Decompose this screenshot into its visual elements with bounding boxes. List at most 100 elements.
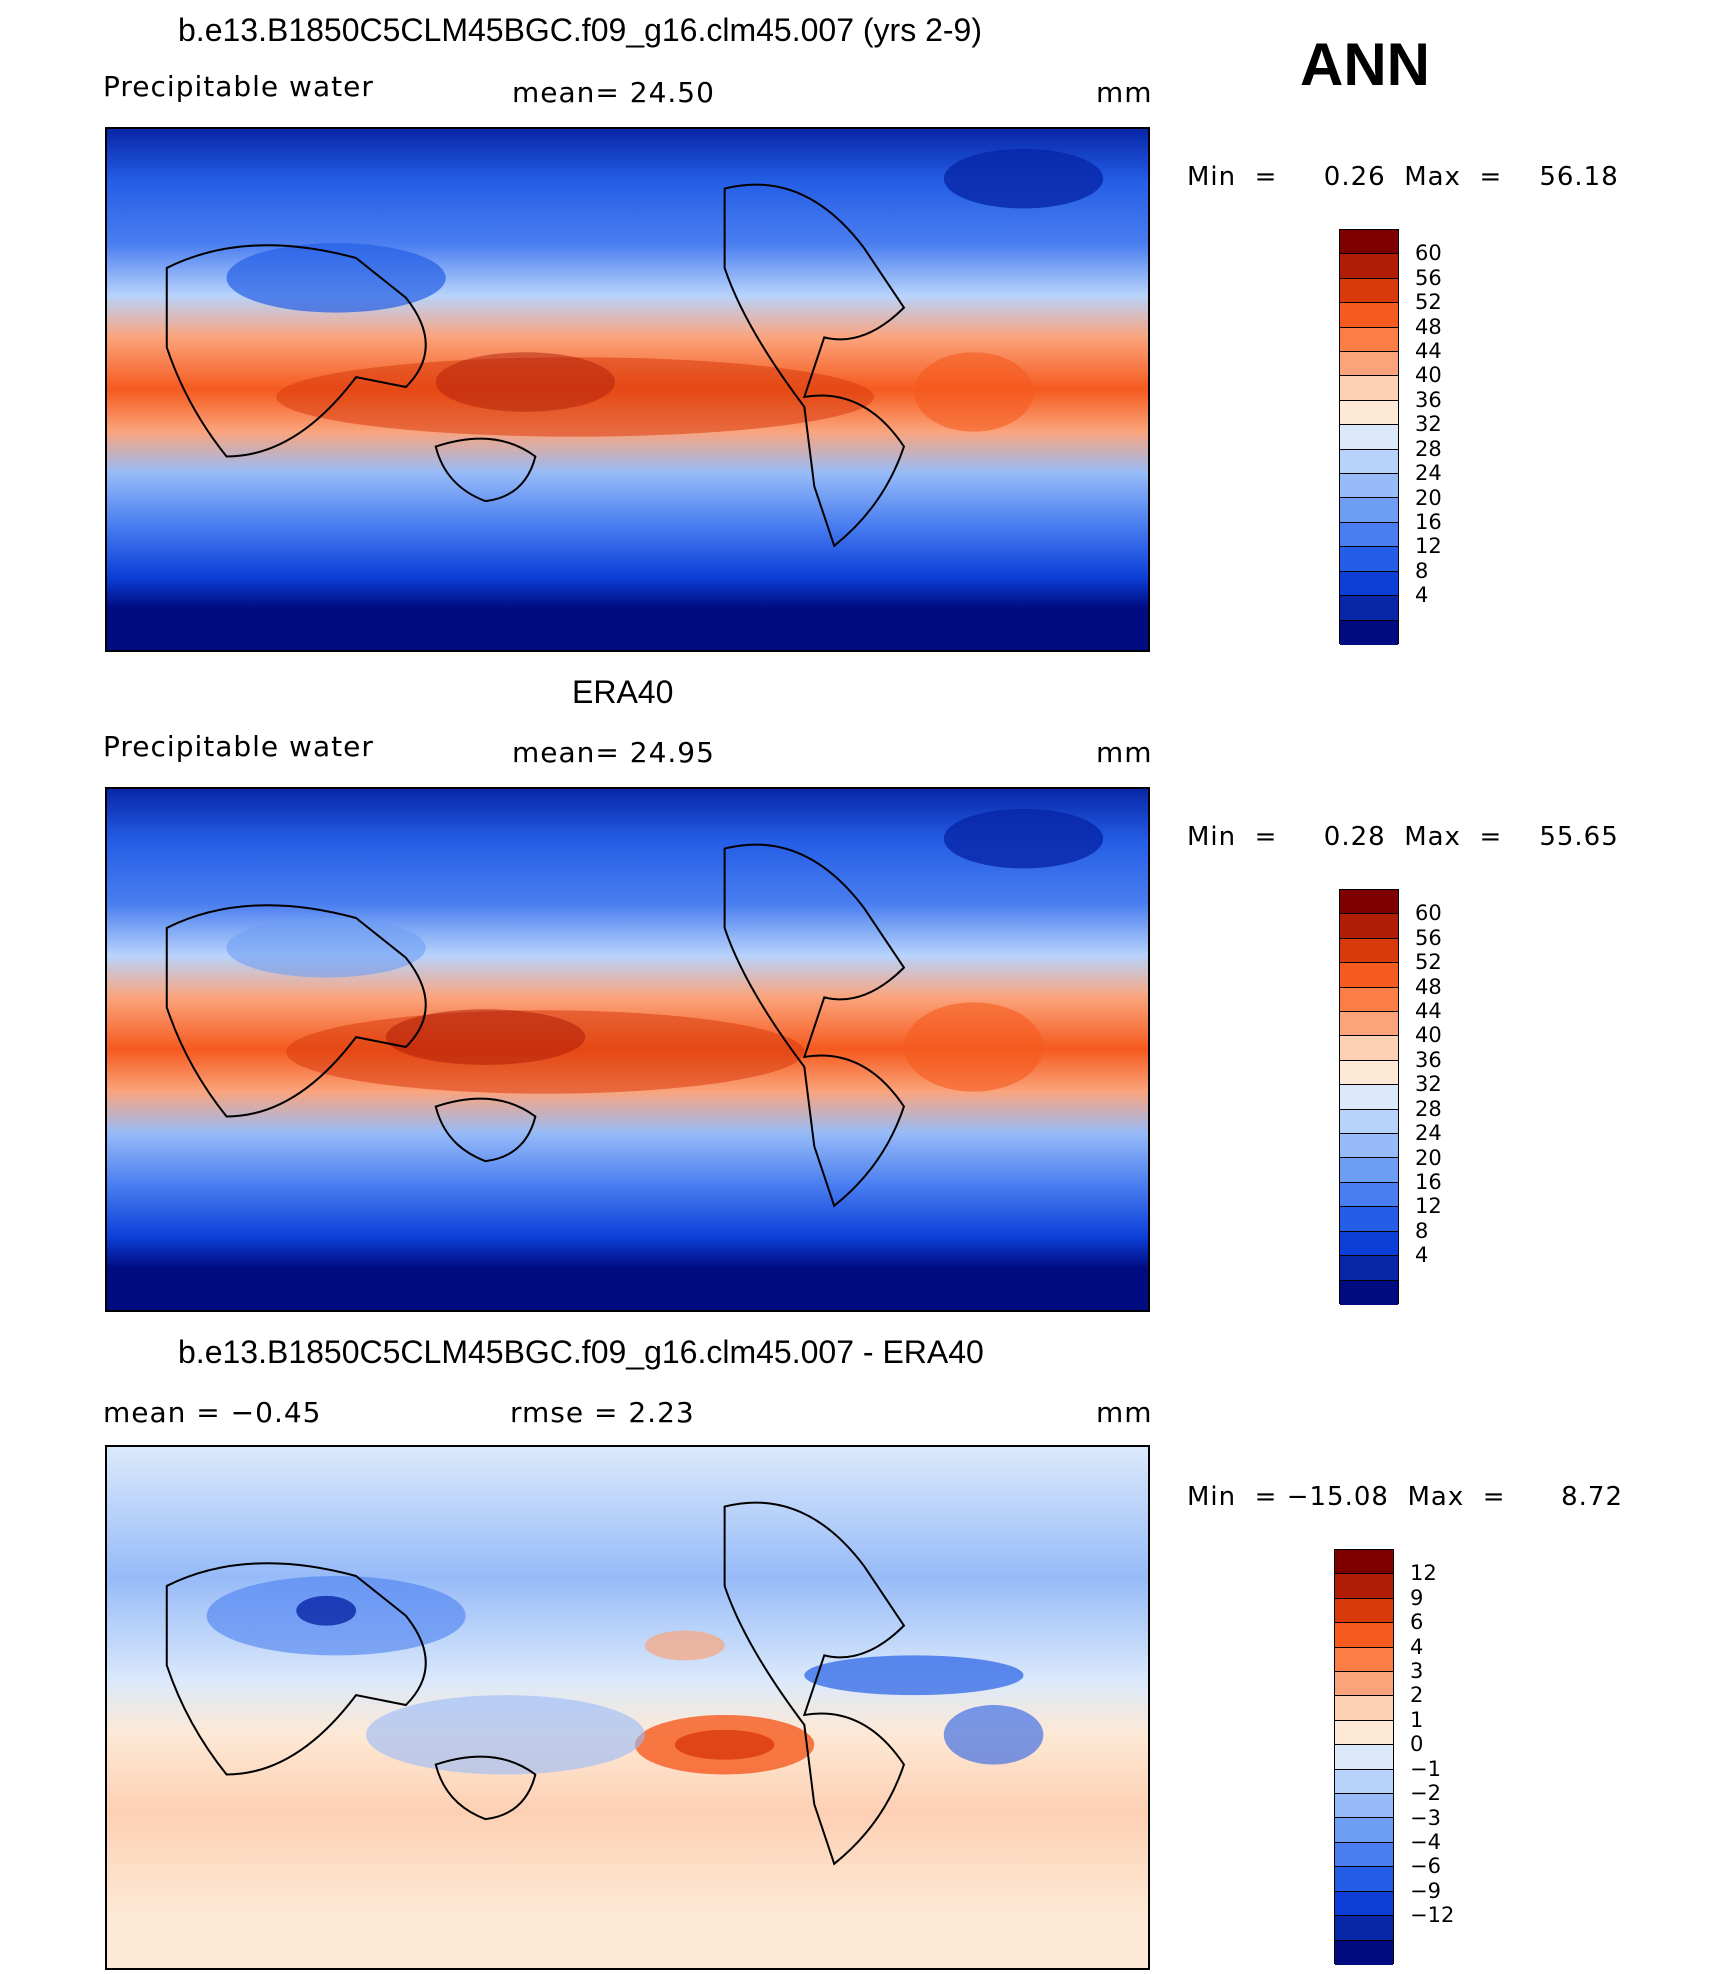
panel2-unit-label: mm [1096,736,1153,769]
colorbar-tick-label: 16 [1415,1169,1442,1194]
colorbar-tick-label: 28 [1415,436,1442,461]
season-label: ANN [1300,31,1430,98]
colorbar-swatch [1335,1842,1393,1868]
colorbar-tick-label: 40 [1415,363,1442,388]
colorbar-swatch [1340,278,1398,304]
colorbar-tick-label: 20 [1415,485,1442,510]
colorbar-swatch [1335,1867,1393,1892]
colorbar-tick-label: 24 [1415,461,1442,486]
colorbar-swatch [1340,1109,1398,1135]
colorbar-tick-label: 1 [1410,1707,1424,1732]
colorbar-swatch [1340,1158,1398,1183]
panel3-min-max: Min = −15.08 Max = 8.72 [1187,1482,1624,1512]
colorbar-tick-label: 6 [1410,1610,1424,1635]
colorbar-tick-label: −2 [1410,1781,1441,1806]
panel2-mean-label: mean= 24.95 [512,736,715,769]
colorbar-swatch [1340,1060,1398,1086]
colorbar-tick-label: 32 [1415,1072,1442,1097]
colorbar-swatch [1335,1696,1393,1721]
panel3-field [107,1447,1148,1968]
colorbar-swatch [1340,963,1398,988]
colorbar-swatch [1340,327,1398,353]
panel2-field [107,789,1148,1310]
panel1-map [105,127,1150,652]
colorbar-tick-label: 20 [1415,1145,1442,1170]
colorbar-swatch [1340,1036,1398,1061]
colorbar-tick-label: 28 [1415,1096,1442,1121]
colorbar-tick-label: 8 [1415,558,1429,583]
colorbar-swatch [1340,449,1398,475]
colorbar-swatch [1340,1134,1398,1159]
colorbar-swatch [1340,1085,1398,1110]
colorbar-swatch [1335,1647,1393,1673]
colorbar-swatch [1340,376,1398,401]
colorbar-tick-label: 2 [1410,1683,1424,1708]
colorbar-tick-label: 4 [1415,583,1429,608]
colorbar-swatch [1335,1794,1393,1819]
colorbar-tick-label: 52 [1415,950,1442,975]
colorbar-swatch [1340,571,1398,597]
panel3-colorbar [1334,1549,1394,1965]
panel1-unit-label: mm [1096,76,1153,109]
colorbar-tick-label: 32 [1415,412,1442,437]
colorbar-swatch [1340,1207,1398,1232]
panel1-colorbar [1339,229,1399,645]
panel2-variable-label: Precipitable water [103,730,374,763]
colorbar-swatch [1340,303,1398,328]
colorbar-swatch [1335,1745,1393,1770]
colorbar-swatch [1340,498,1398,523]
panel3-map [105,1445,1150,1970]
colorbar-swatch [1340,352,1398,377]
colorbar-tick-label: 44 [1415,999,1442,1024]
panel1-min-max: Min = 0.26 Max = 56.18 [1187,162,1619,192]
colorbar-tick-label: 16 [1415,509,1442,534]
colorbar-tick-label: 3 [1410,1659,1424,1684]
colorbar-swatch [1335,1623,1393,1648]
colorbar-swatch [1335,1940,1393,1965]
colorbar-tick-label: 52 [1415,290,1442,315]
colorbar-swatch [1340,474,1398,499]
colorbar-tick-label: 12 [1415,1194,1442,1219]
colorbar-swatch [1340,914,1398,939]
colorbar-tick-label: 8 [1415,1218,1429,1243]
colorbar-tick-label: −4 [1410,1829,1441,1854]
colorbar-swatch [1340,596,1398,621]
colorbar-swatch [1340,987,1398,1013]
colorbar-swatch [1340,400,1398,426]
colorbar-swatch [1335,1672,1393,1697]
colorbar-tick-label: −6 [1410,1854,1441,1879]
colorbar-tick-label: 36 [1415,387,1442,412]
colorbar-swatch [1335,1891,1393,1917]
colorbar-tick-label: 9 [1410,1585,1424,1610]
colorbar-tick-label: 4 [1415,1243,1429,1268]
colorbar-tick-label: 4 [1410,1634,1424,1659]
colorbar-tick-label: 40 [1415,1023,1442,1048]
panel1-variable-label: Precipitable water [103,70,374,103]
colorbar-swatch [1340,547,1398,572]
panel1-title: b.e13.B1850C5CLM45BGC.f09_g16.clm45.007 … [178,12,982,48]
colorbar-swatch [1340,1280,1398,1305]
panel2-map [105,787,1150,1312]
panel1-mean-label: mean= 24.50 [512,76,715,109]
colorbar-swatch [1340,254,1398,279]
colorbar-tick-label: 24 [1415,1121,1442,1146]
colorbar-swatch [1335,1769,1393,1795]
panel2-title: ERA40 [572,674,674,710]
colorbar-swatch [1340,522,1398,548]
colorbar-swatch [1340,890,1398,915]
colorbar-tick-label: 36 [1415,1047,1442,1072]
panel3-rmse-label: rmse = 2.23 [510,1396,695,1429]
panel3-title: b.e13.B1850C5CLM45BGC.f09_g16.clm45.007 … [178,1334,984,1370]
colorbar-tick-label: −3 [1410,1805,1441,1830]
colorbar-swatch [1335,1916,1393,1941]
colorbar-tick-label: 48 [1415,974,1442,999]
colorbar-swatch [1335,1550,1393,1575]
colorbar-swatch [1340,1231,1398,1257]
colorbar-tick-label: 48 [1415,314,1442,339]
colorbar-swatch [1340,1012,1398,1037]
colorbar-tick-label: 12 [1410,1561,1437,1586]
colorbar-tick-label: −12 [1410,1903,1455,1928]
colorbar-swatch [1340,1256,1398,1281]
colorbar-tick-label: 0 [1410,1732,1424,1757]
colorbar-swatch [1340,1182,1398,1208]
